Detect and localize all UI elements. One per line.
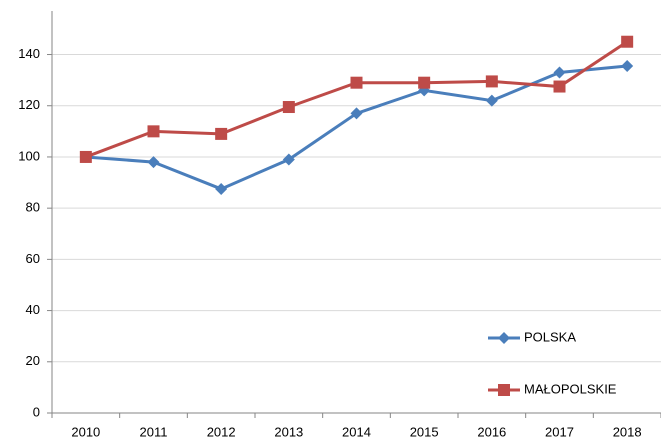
y-tick-label: 120 [18,97,40,112]
data-point [282,101,295,114]
data-point [147,156,160,169]
data-point [485,75,498,88]
y-tick-label: 100 [18,148,40,163]
x-tick-label: 2013 [274,424,303,439]
y-tick-label: 60 [26,251,40,266]
x-tick-label: 2015 [410,424,439,439]
y-tick-label: 20 [26,353,40,368]
data-point [147,125,160,138]
data-point [418,76,431,89]
data-point [350,76,363,89]
data-point [282,153,295,166]
legend-marker [498,384,510,396]
data-point [79,150,92,163]
x-tick-label: 2011 [140,424,168,439]
data-point [350,107,363,120]
data-point [553,80,566,93]
x-tick-label: 2018 [613,424,642,439]
series-line [85,40,628,159]
data-point [215,127,228,140]
legend-label: MAŁOPOLSKIE [524,381,617,396]
y-tick-label: 0 [33,404,40,419]
data-point [621,60,634,73]
data-point [485,94,498,107]
data-point [553,66,566,79]
data-point [621,35,634,48]
x-tick-label: 2016 [477,424,506,439]
legend-label: POLSKA [524,329,576,344]
x-tick-label: 2010 [71,424,100,439]
y-tick-label: 140 [18,46,40,61]
x-tick-label: 2014 [342,424,371,439]
legend-marker [498,332,510,344]
x-tick-label: 2017 [545,424,574,439]
data-point [215,182,228,195]
y-tick-label: 80 [26,200,40,215]
y-tick-label: 40 [26,302,40,317]
x-tick-label: 2012 [207,424,236,439]
